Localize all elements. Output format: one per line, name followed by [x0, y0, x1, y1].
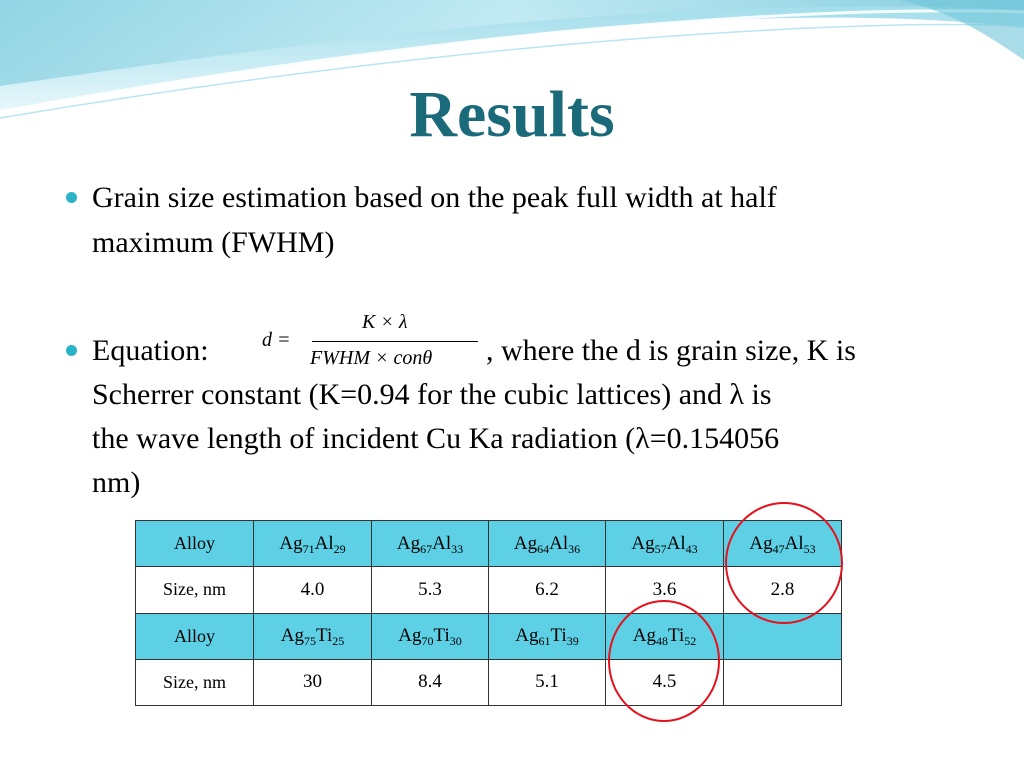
equation-label: Equation:: [92, 334, 209, 367]
size-cell: 30: [253, 658, 372, 707]
slide-title: Results: [409, 78, 615, 151]
size-cell: 3.6: [605, 566, 724, 614]
bullet-2-line-2: Scherrer constant (K=0.94 for the cubic …: [92, 378, 772, 411]
alloy-cell: Ag47Al53: [723, 519, 842, 568]
header-wave-decoration: [0, 0, 1024, 119]
row-label: Alloy: [135, 612, 254, 660]
alloy-cell: Ag48Ti52: [605, 612, 724, 660]
bullet-2-line-4: nm): [92, 466, 141, 499]
table-row: Size, nm 4.0 5.3 6.2 3.6 2.8: [135, 566, 842, 614]
equation-fraction-bar: [312, 341, 478, 342]
size-cell: 4.0: [253, 566, 372, 614]
bullet-1-line-2: maximum (FWHM): [92, 226, 335, 259]
size-cell: 5.3: [371, 566, 489, 614]
equation-lhs: d =: [262, 329, 291, 351]
table-row: Alloy Ag75Ti25 Ag70Ti30 Ag61Ti39 Ag48Ti5…: [135, 612, 842, 660]
bullet-icon: [66, 345, 77, 356]
alloy-cell: Ag75Ti25: [253, 612, 372, 660]
table-row: Alloy Ag71Al29 Ag67Al33 Ag64Al36 Ag57Al4…: [135, 519, 842, 568]
alloy-cell: Ag61Ti39: [488, 612, 606, 660]
size-cell: 4.5: [605, 658, 724, 707]
empty-cell: [723, 612, 842, 660]
alloy-cell: Ag71Al29: [253, 519, 372, 568]
equation-numerator: K × λ: [362, 311, 408, 333]
results-table: Alloy Ag71Al29 Ag67Al33 Ag64Al36 Ag57Al4…: [135, 519, 842, 707]
size-cell: 5.1: [488, 658, 606, 707]
bullet-icon: [66, 192, 77, 203]
row-label: Size, nm: [135, 566, 254, 614]
alloy-cell: Ag64Al36: [488, 519, 606, 568]
row-label: Alloy: [135, 519, 254, 568]
alloy-cell: Ag57Al43: [605, 519, 724, 568]
alloy-cell: Ag70Ti30: [371, 612, 489, 660]
size-cell: 6.2: [488, 566, 606, 614]
size-cell: 2.8: [723, 566, 842, 614]
size-cell: 8.4: [371, 658, 489, 707]
bullet-1-line-1: Grain size estimation based on the peak …: [92, 181, 777, 214]
equation-denominator: FWHM × conθ: [310, 347, 433, 369]
empty-cell: [723, 658, 842, 707]
row-label: Size, nm: [135, 658, 254, 707]
bullet-2-line-1: , where the d is grain size, K is: [486, 334, 856, 367]
bullet-2-line-3: the wave length of incident Cu Ka radiat…: [92, 422, 780, 455]
alloy-cell: Ag67Al33: [371, 519, 489, 568]
table-row: Size, nm 30 8.4 5.1 4.5: [135, 658, 842, 707]
